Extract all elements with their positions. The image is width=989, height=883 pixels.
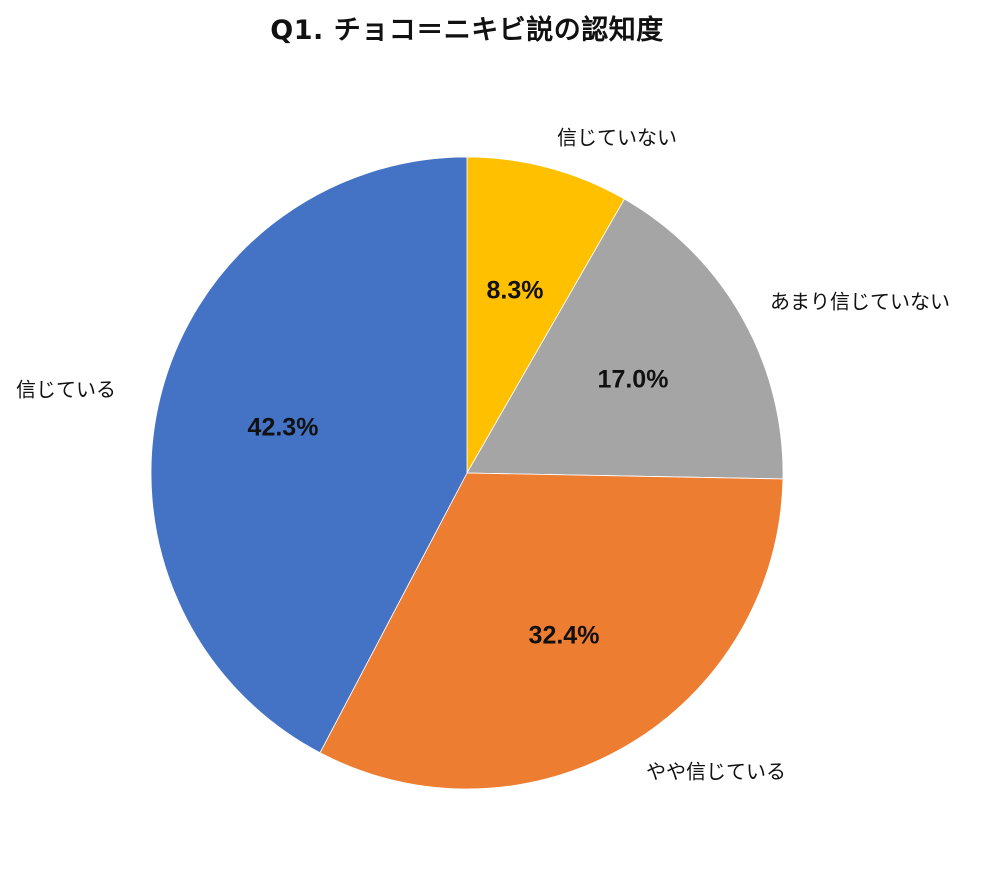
- slice-category-label: やや信じている: [646, 759, 786, 784]
- chart-title: Q1. チョコ＝ニキビ説の認知度: [270, 15, 664, 46]
- slice-value-label: 8.3%: [486, 276, 544, 305]
- slice-category-label: 信じていない: [557, 125, 677, 150]
- pie-slice: [466, 198, 784, 480]
- pie-slice: [319, 472, 784, 790]
- pie-slice: [466, 156, 625, 475]
- slice-category-label: 信じている: [16, 377, 116, 402]
- slice-value-label: 17.0%: [597, 365, 669, 394]
- slice-category-label: あまり信じていない: [770, 289, 950, 314]
- pie-slice: [150, 156, 468, 754]
- slice-value-label: 42.3%: [247, 413, 319, 442]
- slice-value-label: 32.4%: [528, 621, 600, 650]
